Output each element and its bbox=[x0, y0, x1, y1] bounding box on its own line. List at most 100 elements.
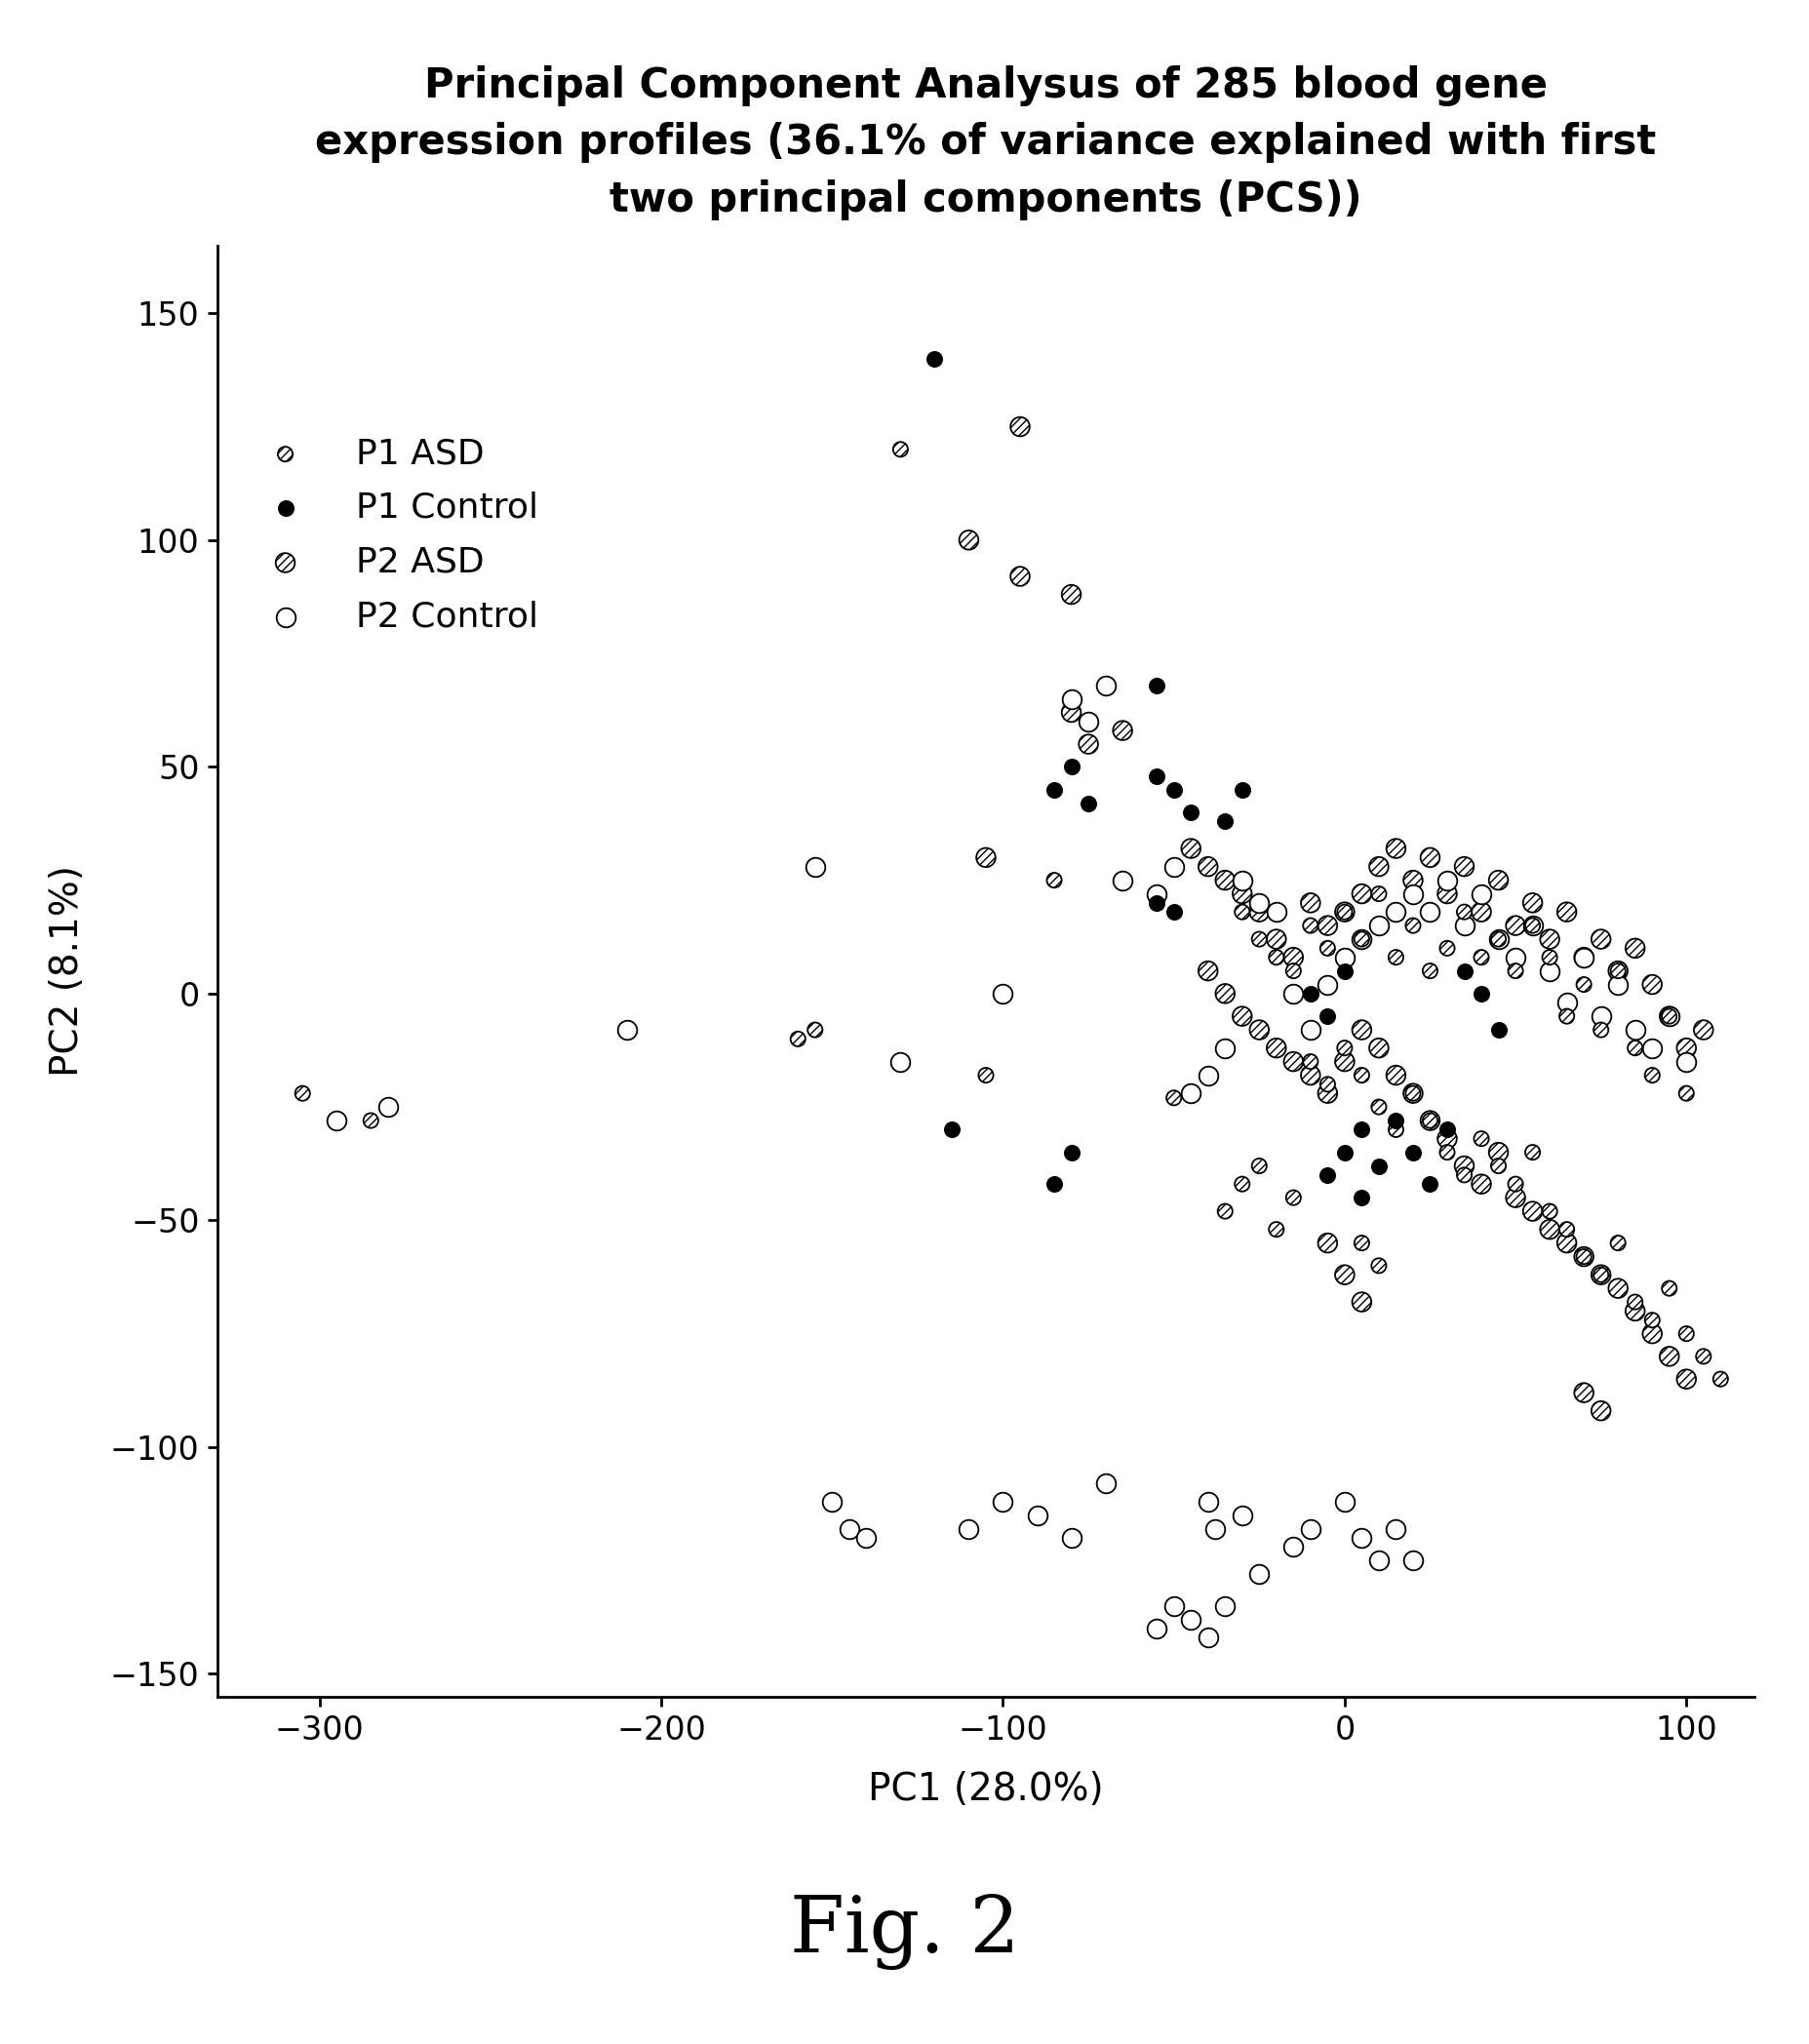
Point bbox=[971, 842, 1000, 875]
Point bbox=[1467, 1167, 1496, 1200]
Point bbox=[1160, 773, 1189, 805]
Point bbox=[1536, 1212, 1565, 1245]
Point bbox=[1330, 955, 1359, 987]
Point bbox=[1672, 1363, 1700, 1396]
Point bbox=[1228, 895, 1257, 928]
Point bbox=[1091, 1468, 1120, 1500]
Point bbox=[1586, 1259, 1615, 1292]
Point bbox=[1245, 1149, 1274, 1181]
Point bbox=[1501, 910, 1530, 942]
Point bbox=[1603, 969, 1632, 1002]
Point bbox=[1570, 969, 1599, 1002]
Point bbox=[356, 1104, 385, 1136]
Point bbox=[1075, 728, 1103, 760]
Point bbox=[1382, 1104, 1411, 1136]
Point bbox=[988, 977, 1017, 1010]
Point bbox=[1398, 1543, 1427, 1576]
Point bbox=[1483, 1014, 1512, 1047]
Point bbox=[1552, 1212, 1581, 1245]
Point bbox=[1518, 910, 1547, 942]
Point bbox=[1330, 940, 1359, 973]
Point bbox=[1364, 1091, 1393, 1124]
Point bbox=[1141, 1613, 1170, 1645]
Point bbox=[1382, 895, 1411, 928]
Point bbox=[1637, 1304, 1666, 1337]
Point bbox=[1245, 895, 1274, 928]
Point bbox=[1006, 560, 1035, 593]
Point bbox=[1056, 697, 1085, 730]
Point bbox=[1006, 411, 1035, 444]
Point bbox=[1263, 895, 1292, 928]
Point bbox=[1201, 1513, 1230, 1545]
Point bbox=[1518, 1196, 1547, 1228]
Point bbox=[1637, 1059, 1666, 1091]
Point bbox=[1330, 1044, 1359, 1077]
Point bbox=[1176, 832, 1205, 865]
Point bbox=[1210, 1590, 1239, 1623]
Point bbox=[1449, 910, 1478, 942]
Point bbox=[955, 1513, 984, 1545]
Point bbox=[1449, 895, 1478, 928]
Point bbox=[1603, 955, 1632, 987]
Point bbox=[1348, 922, 1377, 955]
Point bbox=[937, 1114, 966, 1147]
Point bbox=[988, 1486, 1017, 1519]
Point bbox=[1364, 877, 1393, 910]
Point bbox=[1056, 750, 1085, 783]
Point bbox=[1483, 865, 1512, 897]
Point bbox=[1433, 1136, 1462, 1169]
Point bbox=[1141, 668, 1170, 701]
Point bbox=[1313, 1000, 1342, 1032]
Point bbox=[1330, 895, 1359, 928]
Point bbox=[1483, 1149, 1512, 1181]
Point bbox=[1398, 865, 1427, 897]
Point bbox=[1586, 1000, 1615, 1032]
Point bbox=[1295, 1014, 1324, 1047]
Point bbox=[1552, 987, 1581, 1020]
Point bbox=[801, 1014, 830, 1047]
Point bbox=[1228, 773, 1257, 805]
Point bbox=[1348, 1226, 1377, 1259]
Point bbox=[1313, 1159, 1342, 1192]
Point bbox=[1228, 877, 1257, 910]
Point bbox=[1075, 787, 1103, 820]
Point bbox=[1501, 940, 1530, 973]
Point bbox=[1382, 1513, 1411, 1545]
Point bbox=[1637, 1318, 1666, 1351]
Point bbox=[1483, 922, 1512, 955]
Point bbox=[1518, 887, 1547, 920]
Point bbox=[783, 1022, 812, 1055]
Point bbox=[886, 1044, 915, 1077]
Point bbox=[1672, 1032, 1700, 1065]
Point bbox=[1210, 1032, 1239, 1065]
Point bbox=[1228, 865, 1257, 897]
Point bbox=[1313, 932, 1342, 965]
Point bbox=[1056, 683, 1085, 715]
Point bbox=[1621, 1032, 1650, 1065]
Point bbox=[1536, 1196, 1565, 1228]
Point bbox=[1382, 1114, 1411, 1147]
Point bbox=[955, 523, 984, 556]
Point bbox=[1279, 955, 1308, 987]
Point bbox=[1022, 1498, 1051, 1531]
Point bbox=[1348, 1114, 1377, 1147]
Point bbox=[1483, 922, 1512, 955]
Point bbox=[1603, 1271, 1632, 1304]
Point bbox=[1621, 1286, 1650, 1318]
Point bbox=[1141, 877, 1170, 910]
Title: Principal Component Analysus of 285 blood gene
expression profiles (36.1% of var: Principal Component Analysus of 285 bloo… bbox=[315, 65, 1657, 221]
Text: Fig. 2: Fig. 2 bbox=[789, 1893, 1020, 1970]
Point bbox=[1467, 1122, 1496, 1155]
Point bbox=[1160, 850, 1189, 883]
Point bbox=[1536, 922, 1565, 955]
Point bbox=[1536, 955, 1565, 987]
Point bbox=[1586, 1394, 1615, 1427]
Point bbox=[1210, 865, 1239, 897]
Point bbox=[1245, 1558, 1274, 1590]
Point bbox=[1295, 1044, 1324, 1077]
Point bbox=[1109, 713, 1138, 746]
Point bbox=[1433, 877, 1462, 910]
Point bbox=[1141, 760, 1170, 793]
Point bbox=[1433, 865, 1462, 897]
Point bbox=[852, 1521, 881, 1553]
